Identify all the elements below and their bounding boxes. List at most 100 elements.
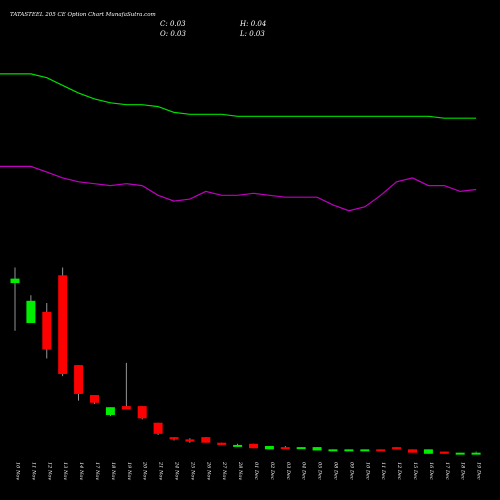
candle — [439, 451, 449, 454]
candle — [185, 438, 195, 443]
candle-body — [392, 447, 402, 450]
candle-body — [105, 407, 115, 415]
candlesticks — [10, 267, 481, 455]
candle-body — [344, 449, 354, 452]
candle — [328, 449, 338, 452]
candle — [201, 437, 211, 443]
candle-body — [360, 449, 370, 452]
x-axis-ticks: 10 Nov 11 Nov 12 Nov 13 Nov 14 Nov 17 Nov 18 N… — [15, 461, 482, 480]
candle — [344, 449, 354, 452]
x-tick-label: 17 Nov — [94, 462, 100, 480]
x-tick-label: 14 Nov — [78, 462, 84, 480]
candle-body — [328, 449, 338, 452]
candle — [280, 446, 290, 450]
candle — [58, 267, 68, 377]
candle — [296, 447, 306, 450]
x-tick-label: 27 Nov — [221, 461, 227, 480]
candle-body — [233, 444, 243, 447]
candle-body — [90, 395, 99, 403]
x-tick-label: 08 Dec — [333, 462, 339, 480]
candle — [455, 452, 465, 455]
candle-body — [264, 446, 274, 450]
x-tick-label: 19 Nov — [126, 462, 132, 480]
x-tick-label: 15 Dec — [412, 462, 418, 480]
candle — [217, 442, 227, 445]
candle — [42, 303, 52, 359]
x-tick-label: 12 Dec — [396, 462, 402, 480]
candle — [312, 447, 322, 451]
x-tick-label: 17 Dec — [444, 462, 450, 480]
candle — [471, 451, 481, 455]
x-tick-label: 04 Dec — [301, 462, 307, 480]
x-tick-label: 10 Dec — [364, 462, 370, 480]
x-tick-label: 02 Dec — [269, 462, 275, 480]
candle-body — [137, 406, 147, 419]
candle — [423, 449, 433, 454]
candle — [376, 449, 386, 452]
candle — [169, 437, 179, 441]
candle-body — [42, 311, 52, 350]
candle — [360, 449, 370, 452]
candle — [249, 443, 258, 449]
candle-body — [249, 443, 258, 449]
candle-body — [10, 278, 20, 284]
candle-body — [153, 422, 163, 434]
moving-average-lines — [0, 73, 477, 212]
x-tick-label: 20 Nov — [142, 461, 148, 480]
x-tick-label: 19 Dec — [476, 462, 482, 480]
candle-body — [169, 437, 179, 440]
candle-body — [312, 447, 322, 451]
x-tick-label: 01 Dec — [253, 462, 259, 480]
candle-body — [217, 442, 227, 445]
high-value: H: 0.04 — [239, 20, 266, 28]
x-tick-label: 03 Dec — [285, 462, 291, 480]
x-tick-label: 11 Nov — [30, 462, 36, 480]
candle — [264, 446, 274, 450]
candle — [392, 447, 402, 450]
candle-body — [455, 452, 465, 455]
candle-body — [376, 449, 386, 452]
ma-line-magenta — [0, 165, 477, 212]
candle-body — [280, 447, 290, 450]
chart-title: TATASTEEL 205 CE Option Chart MunafaSutr… — [10, 12, 156, 18]
x-tick-label: 11 Dec — [380, 462, 386, 480]
candle — [105, 407, 115, 417]
x-tick-label: 10 Nov — [15, 462, 21, 480]
candle-body — [439, 451, 449, 454]
x-tick-label: 18 Dec — [460, 462, 466, 480]
candle-body — [471, 452, 481, 455]
candle-body — [121, 406, 131, 410]
candle — [74, 365, 84, 401]
candle-body — [185, 439, 195, 442]
candle — [233, 443, 243, 447]
candle — [408, 449, 417, 453]
x-tick-label: 05 Dec — [317, 462, 323, 480]
x-tick-label: 21 Nov — [158, 461, 164, 480]
candle — [153, 422, 163, 435]
candle-body — [74, 365, 84, 394]
x-tick-label: 25 Nov — [189, 461, 195, 480]
x-tick-label: 12 Nov — [46, 462, 52, 480]
candle-body — [296, 447, 306, 450]
x-tick-label: 16 Dec — [428, 462, 434, 480]
candle-body — [201, 437, 211, 443]
candle — [137, 406, 147, 420]
x-tick-label: 26 Nov — [205, 461, 211, 480]
ma-line-green — [0, 73, 477, 119]
candle — [10, 267, 20, 331]
x-tick-label: 09 Dec — [348, 462, 354, 480]
x-tick-label: 18 Nov — [110, 462, 116, 480]
open-value: O: 0.03 — [160, 30, 186, 38]
x-tick-label: 28 Nov — [237, 461, 243, 480]
candle — [121, 362, 131, 410]
x-tick-label: 13 Nov — [62, 462, 68, 480]
close-value: C: 0.03 — [160, 20, 186, 28]
candle-body — [58, 275, 68, 374]
x-tick-label: 24 Nov — [174, 461, 180, 480]
low-value: L: 0.03 — [239, 30, 265, 38]
candle-body — [423, 449, 433, 454]
candle — [26, 295, 36, 323]
candle-body — [408, 449, 417, 453]
